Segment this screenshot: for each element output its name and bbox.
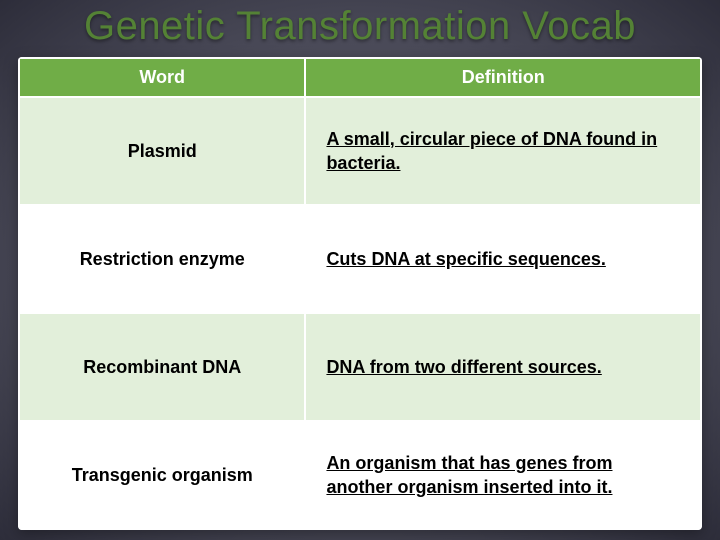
table-row: Transgenic organism An organism that has… bbox=[19, 421, 701, 529]
word-cell: Recombinant DNA bbox=[19, 313, 305, 421]
table-row: Plasmid A small, circular piece of DNA f… bbox=[19, 97, 701, 205]
word-cell: Plasmid bbox=[19, 97, 305, 205]
col-header-definition: Definition bbox=[305, 58, 701, 97]
vocab-table: Word Definition Plasmid A small, circula… bbox=[18, 57, 702, 530]
table-row: Restriction enzyme Cuts DNA at specific … bbox=[19, 205, 701, 313]
col-header-word: Word bbox=[19, 58, 305, 97]
definition-cell: Cuts DNA at specific sequences. bbox=[305, 205, 701, 313]
definition-cell: DNA from two different sources. bbox=[305, 313, 701, 421]
vocab-table-container: Word Definition Plasmid A small, circula… bbox=[18, 57, 702, 530]
word-cell: Transgenic organism bbox=[19, 421, 305, 529]
page-title: Genetic Transformation Vocab bbox=[84, 4, 636, 49]
table-row: Recombinant DNA DNA from two different s… bbox=[19, 313, 701, 421]
word-cell: Restriction enzyme bbox=[19, 205, 305, 313]
definition-cell: A small, circular piece of DNA found in … bbox=[305, 97, 701, 205]
definition-cell: An organism that has genes from another … bbox=[305, 421, 701, 529]
table-header-row: Word Definition bbox=[19, 58, 701, 97]
